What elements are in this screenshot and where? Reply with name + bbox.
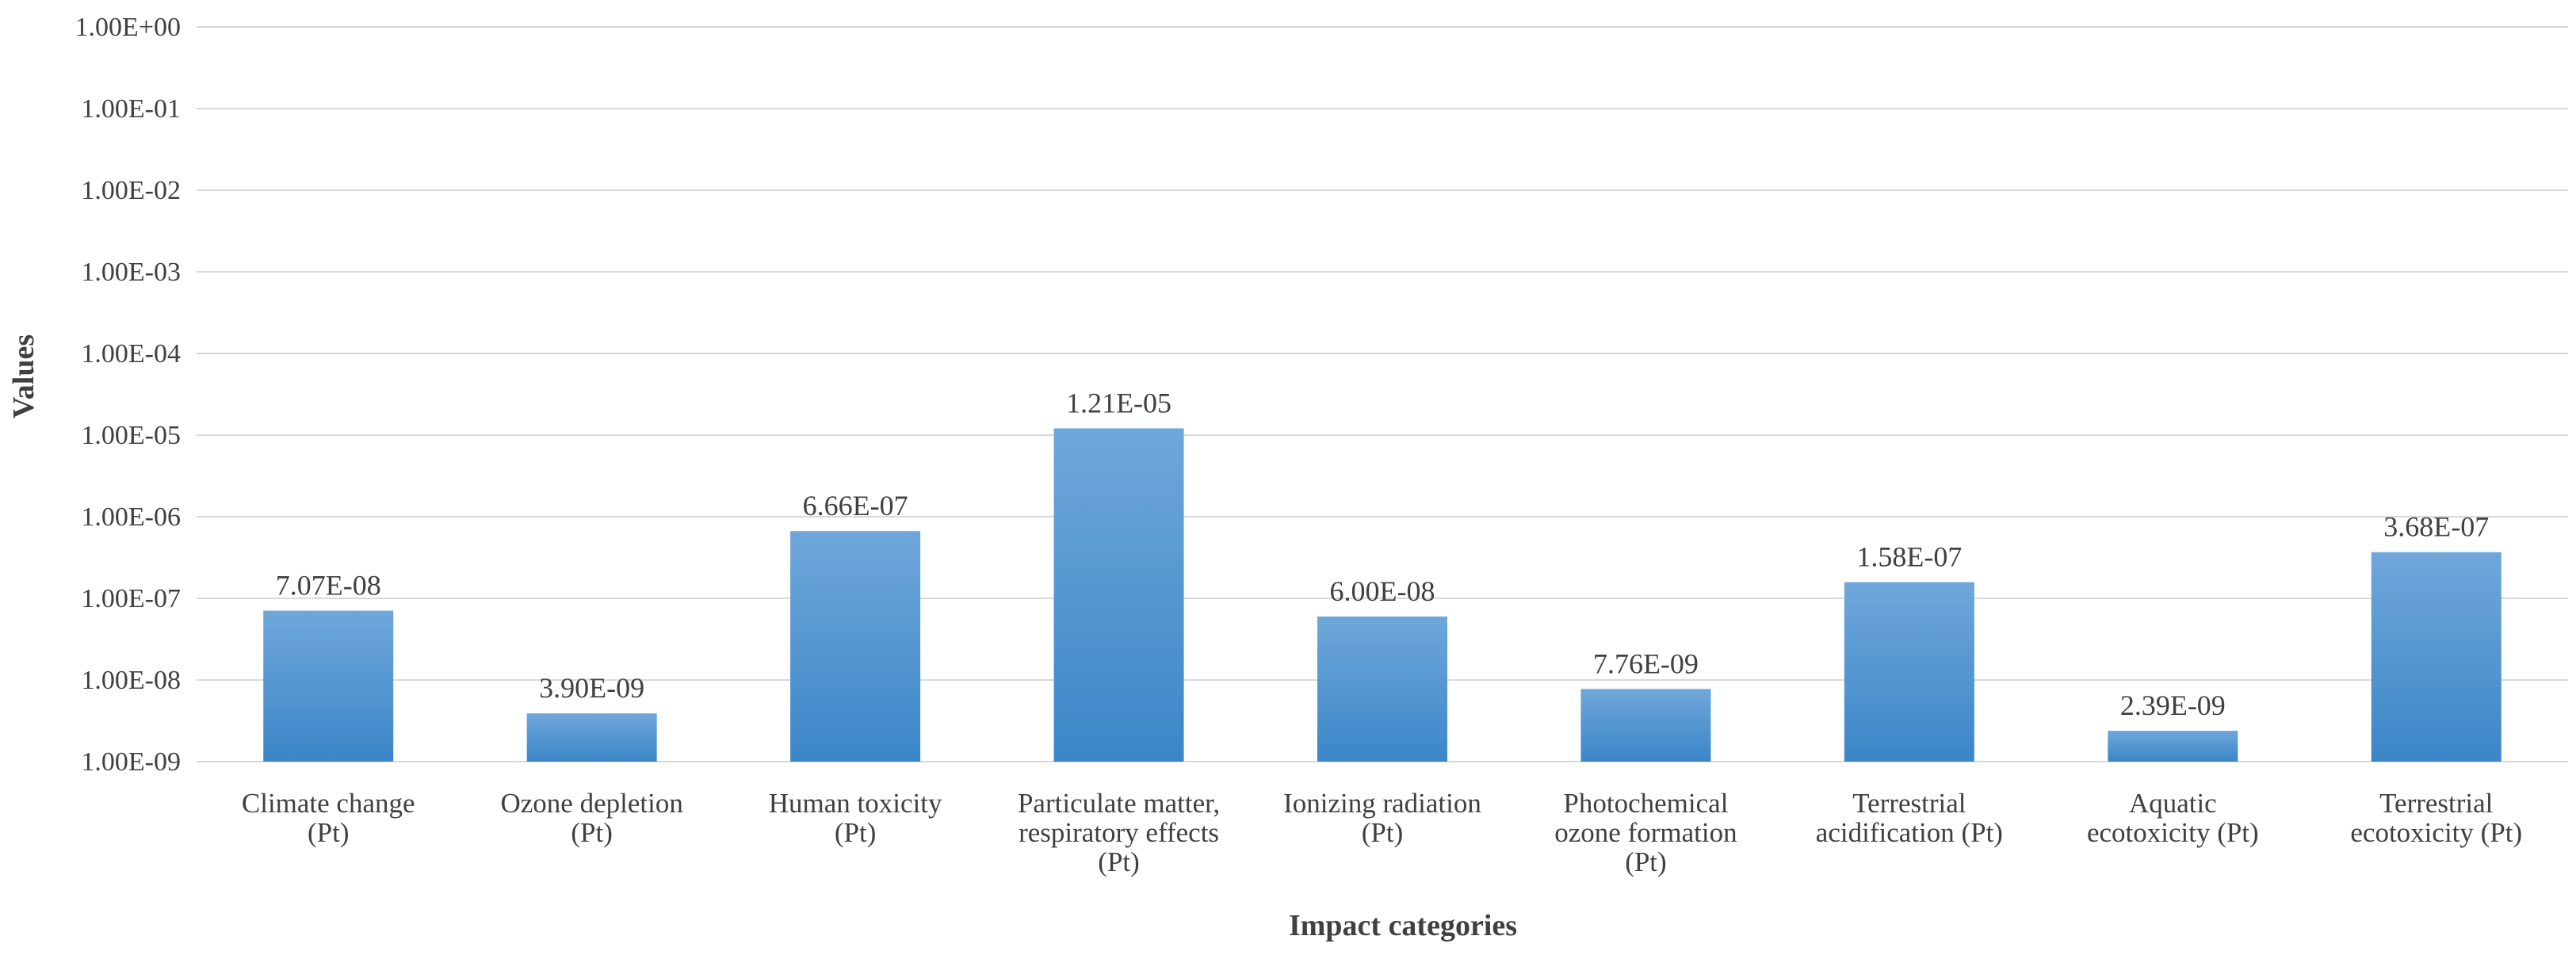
bar — [1844, 582, 1974, 762]
y-tick-label: 1.00E-08 — [81, 666, 181, 695]
x-category-label: Aquatic ecotoxicity (Pt) — [2087, 788, 2259, 848]
data-label: 6.66E-07 — [803, 490, 908, 521]
x-category-label: Terrestrial acidification (Pt) — [1816, 788, 2003, 848]
bar — [1317, 616, 1447, 762]
y-tick-label: 1.00E-03 — [81, 258, 181, 287]
bars — [263, 428, 2501, 762]
y-axis-title: Values — [7, 334, 40, 418]
y-tick-label: 1.00E-02 — [81, 176, 181, 205]
x-category-label: Ozone depletion (Pt) — [500, 788, 682, 848]
y-tick-label: 1.00E+00 — [75, 13, 181, 42]
bar — [526, 713, 657, 762]
y-tick-label: 1.00E-07 — [81, 584, 181, 613]
y-tick-label: 1.00E-06 — [81, 502, 181, 532]
data-label: 1.58E-07 — [1856, 541, 1962, 573]
x-axis-title: Impact categories — [1289, 909, 1517, 942]
bar — [2371, 552, 2501, 762]
y-tick-label: 1.00E-01 — [81, 94, 181, 124]
y-tick-label: 1.00E-04 — [81, 339, 181, 369]
y-tick-label: 1.00E-09 — [81, 747, 181, 777]
x-category-label: Terrestrial ecotoxicity (Pt) — [2350, 788, 2522, 848]
data-label: 6.00E-08 — [1330, 575, 1435, 607]
x-category-label: Climate change (Pt) — [242, 788, 415, 848]
x-category-label: Particulate matter, respiratory effects (P… — [1018, 788, 1220, 877]
bar — [1580, 689, 1711, 762]
y-tick-label: 1.00E-05 — [81, 421, 181, 450]
x-category-label: Photochemical ozone formation (Pt) — [1554, 788, 1737, 877]
data-label: 3.90E-09 — [539, 672, 644, 704]
x-category-label: Human toxicity (Pt) — [769, 788, 942, 848]
y-axis-ticks: 1.00E+00 1.00E-01 1.00E-02 1.00E-03 1.00E-04… — [75, 13, 181, 777]
data-label: 3.68E-07 — [2383, 511, 2489, 543]
data-label: 1.21E-05 — [1066, 387, 1171, 418]
bar — [263, 610, 394, 762]
data-label: 7.07E-08 — [276, 570, 381, 602]
bar — [2108, 731, 2238, 762]
bar — [1053, 428, 1184, 762]
x-axis-categories: Climate change (Pt) Ozone depletion (Pt) Hum… — [242, 788, 2522, 877]
data-label: 7.76E-09 — [1593, 647, 1699, 679]
x-category-label: Ionizing radiation (Pt) — [1283, 788, 1481, 848]
data-labels: 7.07E-08 3.90E-09 6.66E-07 1.21E-05 6.00E-08… — [276, 387, 2490, 721]
bar — [790, 531, 921, 762]
data-label: 2.39E-09 — [2120, 690, 2226, 721]
